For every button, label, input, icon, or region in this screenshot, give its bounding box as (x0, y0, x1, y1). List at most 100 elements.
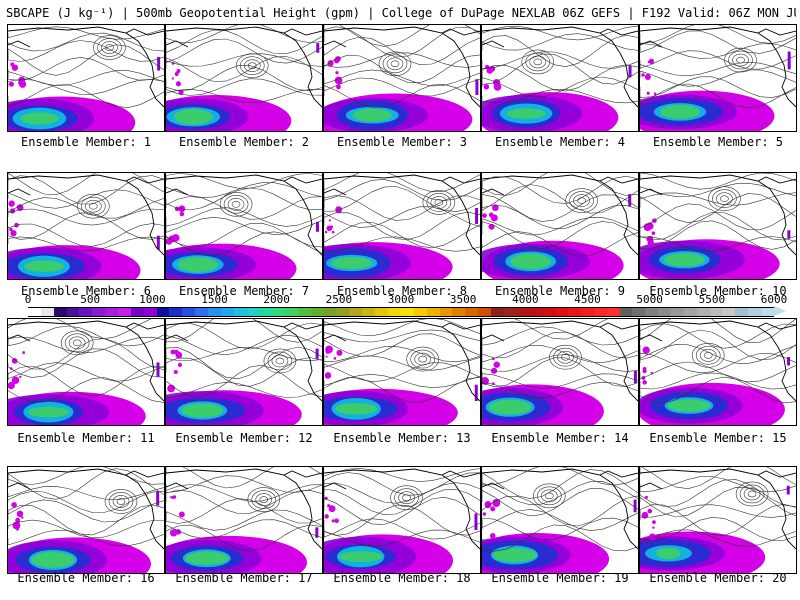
colorbar-swatch (516, 308, 530, 316)
coastline (482, 320, 638, 402)
height-contours (8, 26, 164, 108)
colorbar-swatch (670, 308, 684, 316)
coastline (166, 26, 322, 108)
ensemble-member-label: Ensemble Member: 16 (17, 571, 155, 585)
colorbar-swatch (246, 308, 260, 316)
ensemble-member-label: Ensemble Member: 11 (17, 431, 155, 445)
cape-shading (324, 56, 479, 131)
colorbar-swatch (400, 308, 414, 316)
colorbar-swatch (632, 308, 646, 316)
coastline (640, 468, 796, 550)
colorbar-swatch (709, 308, 723, 316)
coastline (324, 174, 480, 256)
ensemble-map-panel (165, 466, 323, 574)
colorbar-swatch (53, 308, 67, 316)
colorbar-swatch (375, 308, 389, 316)
colorbar-swatch (195, 308, 209, 316)
ensemble-member-label: Ensemble Member: 12 (175, 431, 313, 445)
colorbar-swatch (465, 308, 479, 316)
coastline (8, 26, 164, 108)
height-contours (166, 467, 322, 552)
coastline (8, 468, 164, 550)
cape-shading (482, 498, 637, 573)
height-contours (482, 173, 638, 257)
colorbar-swatch (580, 308, 594, 316)
coastline (482, 26, 638, 108)
colorbar-swatch (555, 308, 569, 316)
colorbar-swatch (233, 308, 247, 316)
cape-shading (482, 194, 632, 279)
coastline (8, 320, 164, 402)
colorbar-swatch (285, 308, 299, 316)
ensemble-member-label: Ensemble Member: 3 (336, 135, 468, 149)
colorbar-tick-label: 6000 (760, 293, 788, 306)
ensemble-map-panel (165, 318, 323, 426)
colorbar-swatch (40, 308, 54, 316)
coastline (166, 320, 322, 402)
cape-colorbar: 0 500 1000 1500 2000 2500 3000 3500 4000 4500 5000… (0, 294, 800, 318)
ensemble-member-label: Ensemble Member: 18 (333, 571, 471, 585)
colorbar-swatch (619, 308, 633, 316)
ensemble-map-panel (7, 466, 165, 574)
ensemble-map-panel (323, 466, 481, 574)
colorbar-swatch (529, 308, 543, 316)
colorbar-swatch (143, 308, 157, 316)
ensemble-member-label: Ensemble Member: 13 (333, 431, 471, 445)
coastline (324, 468, 480, 550)
colorbar-swatch (413, 308, 427, 316)
colorbar-swatch (760, 308, 774, 316)
colorbar-swatch (388, 308, 401, 316)
colorbar-swatch (478, 308, 491, 316)
height-contours (8, 467, 164, 547)
height-contours (482, 467, 638, 552)
colorbar-right-arrow (774, 306, 786, 316)
coastline (324, 320, 480, 402)
colorbar-swatch (28, 308, 41, 316)
height-contours (166, 25, 322, 104)
coastline (482, 468, 638, 550)
height-contours (324, 468, 480, 547)
ensemble-map-panel (639, 172, 797, 280)
ensemble-map-panel (323, 24, 481, 132)
coastline (640, 320, 796, 402)
colorbar-swatch (182, 308, 196, 316)
ensemble-member-label: Ensemble Member: 4 (494, 135, 626, 149)
ensemble-map-panel (639, 24, 797, 132)
ensemble-map-panel (7, 318, 165, 426)
colorbar-tick-label: 3000 (387, 293, 415, 306)
colorbar-tick-label: 4000 (512, 293, 539, 306)
coastline (640, 26, 796, 108)
ensemble-map-panel (7, 172, 165, 280)
ensemble-member-label: Ensemble Member: 19 (491, 571, 629, 585)
ensemble-member-label: Ensemble Member: 1 (20, 135, 152, 149)
height-contours (8, 173, 164, 252)
colorbar-swatch (323, 308, 337, 316)
colorbar-swatch (593, 308, 607, 316)
page-title: SBCAPE (J kg⁻¹) | 500mb Geopotential Hei… (6, 6, 796, 20)
ensemble-map-panel (323, 318, 481, 426)
colorbar-tick-label: 0 (24, 293, 32, 306)
ensemble-member-label: Ensemble Member: 10 (649, 284, 787, 298)
cape-shading (8, 56, 161, 131)
ensemble-map-panel (481, 172, 639, 280)
colorbar-swatch (79, 308, 93, 316)
cape-shading (482, 64, 632, 131)
colorbar-strip (28, 307, 774, 317)
coastline (8, 174, 164, 256)
height-contours (324, 319, 480, 403)
colorbar-swatch (310, 308, 324, 316)
ensemble-member-label: Ensemble Member: 17 (175, 571, 313, 585)
colorbar-swatch (208, 308, 221, 316)
ensemble-map-panel (481, 24, 639, 132)
ensemble-map-panel (323, 172, 481, 280)
ensemble-member-label: Ensemble Member: 6 (20, 284, 152, 298)
height-contours (640, 467, 796, 547)
colorbar-tick-label: 1500 (201, 293, 228, 306)
ensemble-member-label: Ensemble Member: 2 (178, 135, 310, 149)
colorbar-swatch (696, 308, 710, 316)
height-contours (8, 319, 164, 403)
cape-shading (166, 495, 319, 573)
ensemble-map-panel (639, 318, 797, 426)
colorbar-swatch (503, 308, 517, 316)
colorbar-swatch (336, 308, 350, 316)
